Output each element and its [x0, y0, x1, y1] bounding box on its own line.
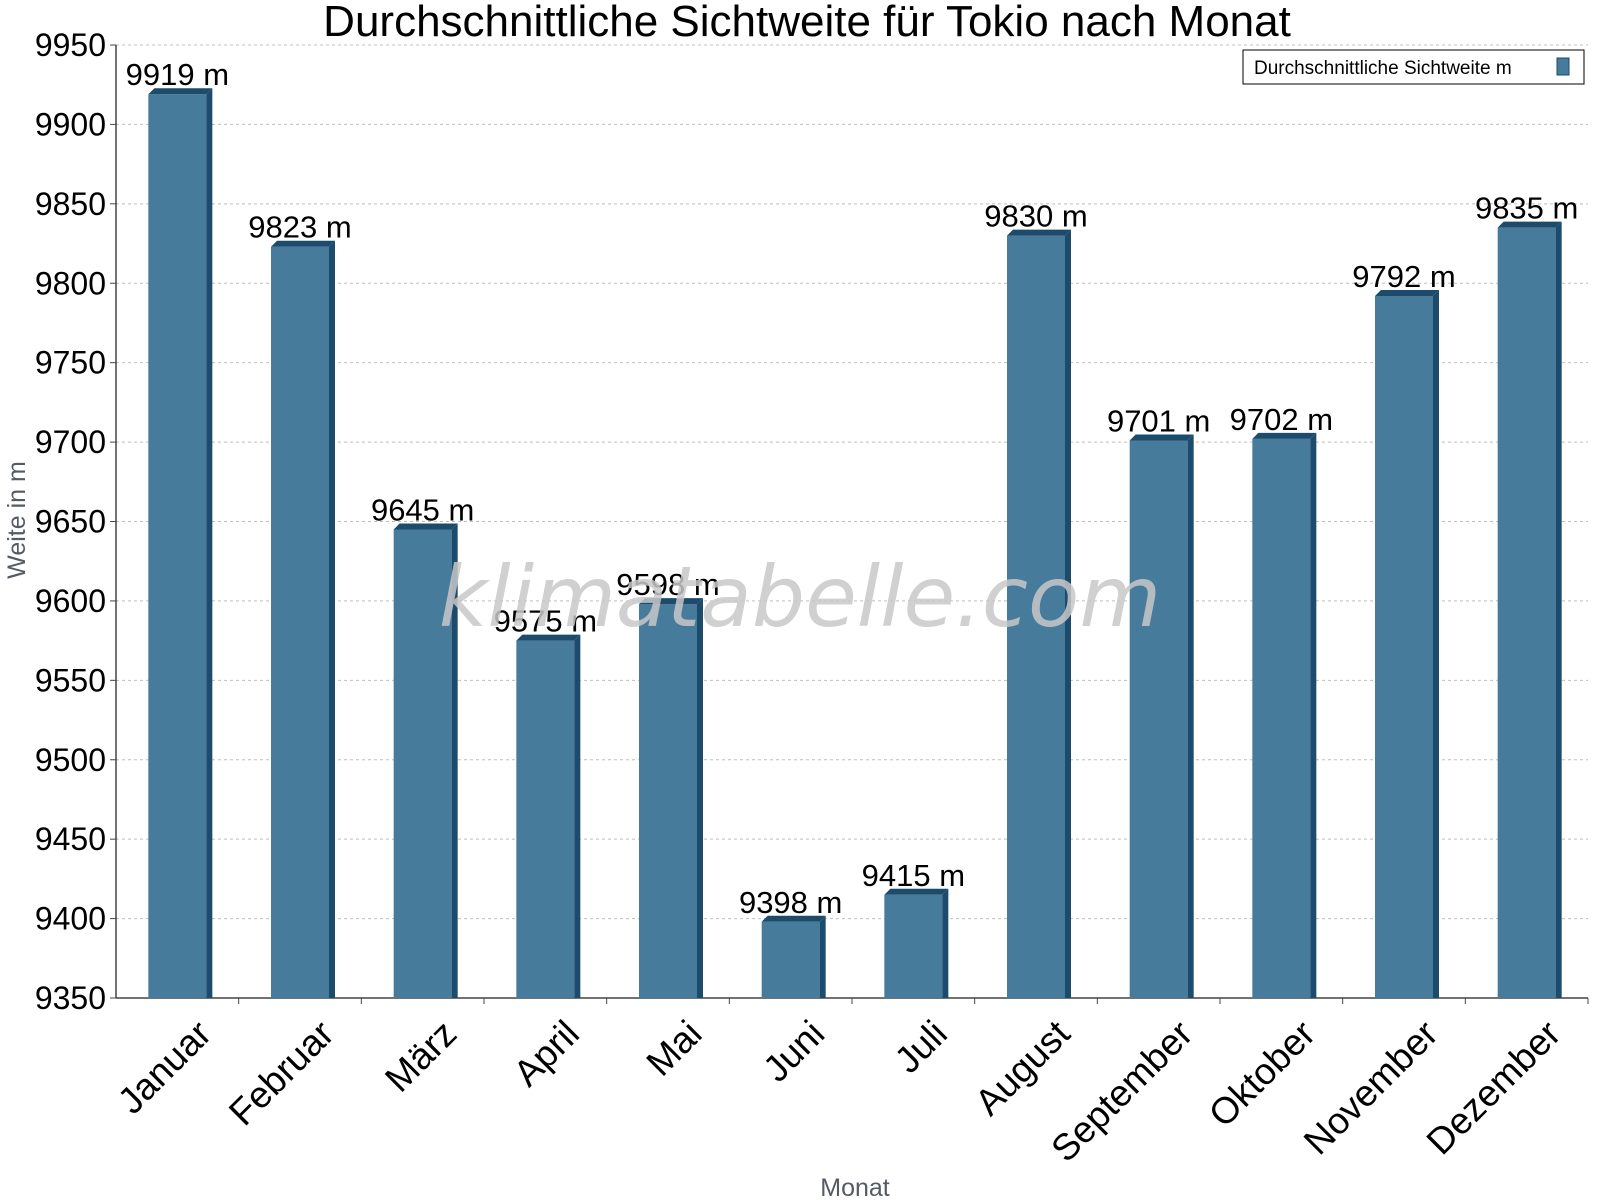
y-tick-label: 9550: [35, 662, 106, 698]
x-tick-label: März: [377, 1013, 464, 1100]
bar-front: [1375, 295, 1433, 998]
bar-side: [697, 598, 703, 998]
y-tick-label: 9850: [35, 186, 106, 222]
y-tick-label: 9950: [35, 27, 106, 63]
x-tick-label: August: [967, 1012, 1078, 1123]
bar-side: [1187, 434, 1194, 998]
x-tick-label: April: [506, 1013, 587, 1094]
y-tick-label: 9700: [35, 424, 106, 460]
data-label: 9575 m: [494, 604, 597, 639]
bar-front: [639, 604, 697, 998]
bar-side: [1555, 221, 1562, 999]
bar-top: [761, 915, 826, 922]
data-label: 9919 m: [126, 57, 229, 92]
data-label: 9415 m: [862, 858, 965, 893]
y-tick-label: 9750: [35, 345, 106, 381]
legend-swatch: [1556, 57, 1570, 76]
data-label: 9701 m: [1107, 403, 1210, 438]
bar-front: [884, 894, 943, 998]
bar-side: [574, 634, 581, 998]
bar-side: [1433, 289, 1439, 998]
y-tick-labels: 9350 9400 9450 9500 9550 9600 9650 9700 9750 9800…: [35, 27, 106, 1016]
y-tick-label: 9650: [35, 504, 106, 540]
bar-front: [1252, 438, 1311, 998]
bar-side: [1065, 229, 1071, 999]
bar: [393, 523, 458, 998]
x-tick-label: Oktober: [1201, 1013, 1323, 1135]
y-tick-label: 9400: [35, 901, 106, 937]
legend: Durchschnittliche Sichtweite m: [1242, 49, 1585, 85]
y-axis-title: Weite in m: [3, 461, 31, 579]
bar-top: [516, 634, 581, 641]
bar: [1252, 432, 1317, 998]
bar-front: [1007, 235, 1065, 999]
grid-lines: [116, 44, 1588, 920]
axes: [110, 44, 1589, 1004]
y-tick-label: 9350: [35, 980, 106, 1016]
x-tick-label: Februar: [221, 1013, 342, 1134]
bar-side: [329, 240, 335, 999]
data-label: 9645 m: [371, 492, 474, 527]
data-label: 9398 m: [739, 885, 842, 920]
data-label: 9823 m: [248, 210, 351, 245]
bar-top: [1129, 434, 1194, 441]
bar-front: [1129, 440, 1188, 998]
bar: [1007, 229, 1071, 999]
x-tick-label: Januar: [110, 1013, 219, 1122]
bar: [271, 240, 335, 999]
data-label: 9835 m: [1475, 191, 1578, 226]
x-tick-label: November: [1296, 1013, 1446, 1163]
bar: [639, 598, 703, 998]
bar-top: [1007, 229, 1071, 236]
x-tick-label: Juni: [755, 1013, 832, 1090]
bar: [516, 634, 581, 998]
bar-front: [271, 246, 329, 999]
bar: [761, 915, 826, 998]
bar-side: [819, 915, 826, 998]
bars: [148, 88, 1562, 999]
bar: [1375, 289, 1439, 998]
bar-top: [1497, 221, 1562, 228]
bar-top: [1252, 432, 1317, 439]
legend-label: Durchschnittliche Sichtweite m: [1254, 58, 1512, 79]
bar-top: [271, 240, 335, 247]
x-tick-label: Juli: [887, 1013, 955, 1081]
bar: [1497, 221, 1562, 999]
y-tick-label: 9900: [35, 106, 106, 142]
bar-top: [393, 523, 458, 530]
bar-side: [451, 523, 458, 998]
data-label: 9598 m: [616, 567, 719, 602]
bar-top: [639, 598, 703, 605]
bar: [884, 888, 949, 998]
bar-front: [761, 921, 820, 998]
y-tick-label: 9500: [35, 742, 106, 778]
bar: [148, 88, 213, 998]
x-axis-title: Monat: [820, 1174, 890, 1200]
y-tick-label: 9800: [35, 265, 106, 301]
bar-top: [884, 888, 949, 895]
bar: [1129, 434, 1194, 998]
data-labels: 9919 m 9823 m 9645 m 9575 m 9598 m 9398 m 9415…: [126, 57, 1579, 920]
data-label: 9702 m: [1230, 402, 1333, 437]
chart-title: Durchschnittliche Sichtweite für Tokio n…: [323, 0, 1291, 46]
x-tick-label: Dezember: [1419, 1013, 1569, 1163]
x-tick-label: Mai: [639, 1013, 710, 1084]
bar-side: [942, 888, 949, 998]
watermark: klimatabelle.com: [439, 548, 1162, 646]
bar-top: [148, 88, 213, 95]
y-tick-label: 9600: [35, 583, 106, 619]
bar-side: [1310, 432, 1317, 998]
bar-front: [1497, 227, 1556, 999]
bar-front: [393, 529, 452, 998]
bar-side: [206, 88, 213, 998]
legend-box: [1242, 49, 1585, 85]
data-label: 9830 m: [984, 199, 1087, 234]
data-label: 9792 m: [1352, 259, 1455, 294]
bar-front: [516, 640, 575, 998]
bar-top: [1375, 289, 1439, 296]
x-tick-labels: Januar Februar März April Mai Juni Juli AugustS…: [110, 1012, 1568, 1169]
bar-front: [148, 94, 207, 998]
y-tick-label: 9450: [35, 821, 106, 857]
